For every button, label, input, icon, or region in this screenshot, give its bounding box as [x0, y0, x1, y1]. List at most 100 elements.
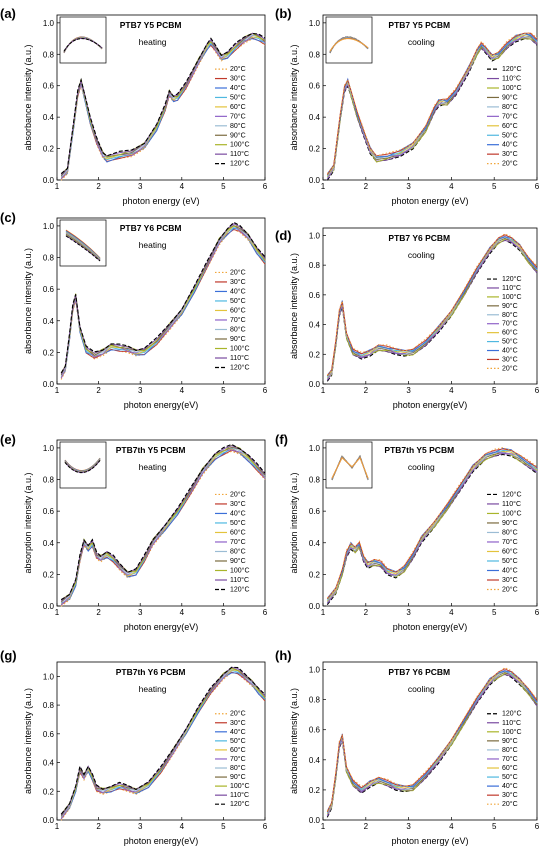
y-tick-label: 0.4 [43, 317, 55, 326]
legend-entry: 60°C [230, 746, 246, 754]
y-tick-label: 1.0 [309, 666, 321, 675]
y-tick-label: 0.0 [43, 602, 55, 611]
chart-panel-c: (c) 1 2 3 4 5 6 0.0 0.2 0.4 0.6 0.8 1.0 photon energy… [0, 210, 268, 410]
legend-entry: 50°C [230, 519, 246, 527]
chart-panel-g: (g) 1 2 3 4 5 6 0.0 0.2 0.4 0.6 0.8 1.0 photon energy… [0, 648, 268, 846]
y-tick-label: 0.2 [309, 145, 321, 154]
x-axis-title: photon energy(eV) [124, 622, 199, 632]
legend-entry: 50°C [502, 773, 518, 781]
x-tick-label: 4 [449, 386, 454, 395]
chart-subtitle: heating [139, 240, 167, 250]
legend-entry: 90°C [230, 773, 246, 781]
x-tick-label: 6 [263, 822, 268, 831]
plot-frame [56, 217, 266, 385]
legend-entry: 30°C [230, 500, 246, 508]
legend-entry: 80°C [502, 311, 518, 319]
x-tick-label: 5 [221, 608, 226, 617]
x-tick-label: 3 [406, 386, 411, 395]
series-line-90c [60, 446, 266, 603]
chart-panel-f: (f) 1 2 3 4 5 6 0.0 0.2 0.4 0.6 0.8 1.0 photon energy… [275, 432, 540, 632]
x-tick-label: 4 [180, 822, 185, 831]
x-tick-label: 6 [535, 608, 540, 617]
x-tick-label: 2 [364, 608, 369, 617]
chart-title: PTB7 Y5 PCBM [120, 20, 182, 30]
y-tick-label: 0.2 [43, 787, 55, 796]
legend-entry: 70°C [502, 755, 518, 763]
x-tick-label: 4 [180, 608, 185, 617]
legend-entry: 20°C [502, 800, 518, 808]
x-tick-label: 4 [449, 182, 454, 191]
y-axis-title: absorbance intensity (a.u.) [289, 44, 299, 150]
chart-title: PTB7 Y6 PCBM [388, 233, 450, 243]
x-tick-label: 5 [492, 182, 497, 191]
legend-entry: 80°C [502, 746, 518, 754]
y-tick-label: 0.8 [309, 50, 321, 59]
y-tick-label: 0.8 [43, 701, 55, 710]
panel-label: (c) [0, 210, 16, 225]
plot-frame [322, 439, 538, 607]
chart-title: PTB7th Y5 PCBM [384, 445, 454, 455]
x-tick-label: 2 [364, 182, 369, 191]
series-line-120c [60, 443, 266, 601]
legend-entry: 80°C [230, 764, 246, 772]
y-tick-label: 0.8 [309, 261, 321, 270]
y-tick-label: 0.6 [309, 82, 321, 91]
legend-entry: 50°C [502, 557, 518, 565]
x-tick-label: 3 [406, 608, 411, 617]
x-tick-label: 3 [138, 182, 143, 191]
legend-entry: 100°C [502, 728, 522, 736]
legend-entry: 20°C [502, 586, 518, 594]
x-axis-title: photon energy(eV) [124, 400, 199, 410]
legend-entry: 110°C [230, 791, 249, 799]
legend-entry: 30°C [502, 355, 518, 363]
x-tick-label: 3 [138, 822, 143, 831]
legend-entry: 120°C [230, 586, 250, 594]
x-tick-label: 4 [180, 386, 185, 395]
y-tick-label: 0.2 [43, 145, 55, 154]
y-tick-label: 0.4 [309, 756, 321, 765]
zoom-inset-icon [325, 16, 373, 64]
legend-entry: 90°C [230, 557, 246, 565]
legend-entry: 120°C [230, 364, 250, 372]
x-tick-label: 2 [96, 608, 101, 617]
x-tick-label: 1 [55, 386, 60, 395]
legend-entry: 20°C [502, 160, 518, 168]
legend-entry: 60°C [502, 764, 518, 772]
legend-entry: 30°C [502, 791, 518, 799]
y-tick-label: 1.0 [309, 19, 321, 28]
x-tick-label: 3 [406, 822, 411, 831]
plot-frame [322, 14, 538, 181]
plot-frame [56, 439, 266, 607]
legend-entry: 20°C [502, 364, 518, 372]
legend-entry: 110°C [502, 75, 521, 83]
y-tick-label: 0.0 [43, 380, 55, 389]
y-axis-title: absorption intensity (a.u.) [23, 472, 33, 573]
x-axis-title: photon energy(eV) [124, 836, 199, 846]
legend-entry: 20°C [230, 65, 246, 73]
y-tick-label: 1.0 [43, 19, 55, 28]
legend-entry: 30°C [230, 278, 246, 286]
y-tick-label: 1.0 [43, 222, 55, 231]
series-line-70c [60, 449, 266, 606]
series-line-30c [326, 448, 538, 600]
legend-entry: 40°C [502, 566, 518, 574]
x-tick-label: 6 [263, 608, 268, 617]
panel-label: (a) [0, 6, 16, 21]
y-tick-label: 1.0 [43, 444, 55, 453]
legend-entry: 100°C [502, 293, 522, 301]
legend-entry: 110°C [502, 719, 521, 727]
series-line-50c [326, 449, 538, 601]
chart-panel-e: (e) 1 2 3 4 5 6 0.0 0.2 0.4 0.6 0.8 1.0 photon energy… [0, 432, 268, 632]
panel-label: (b) [275, 6, 292, 21]
y-tick-label: 0.4 [309, 113, 321, 122]
y-tick-label: 0.0 [43, 176, 55, 185]
x-tick-label: 1 [55, 822, 60, 831]
x-tick-label: 5 [492, 386, 497, 395]
legend-entry: 110°C [230, 576, 249, 584]
x-tick-label: 2 [96, 386, 101, 395]
chart-panel-a: (a) 1 2 3 4 5 6 0.0 0.2 0.4 0.6 0.8 1.0 photon energy… [0, 6, 268, 206]
y-tick-label: 0.4 [43, 113, 55, 122]
legend-entry: 100°C [230, 782, 250, 790]
zoom-inset-icon [59, 219, 107, 267]
